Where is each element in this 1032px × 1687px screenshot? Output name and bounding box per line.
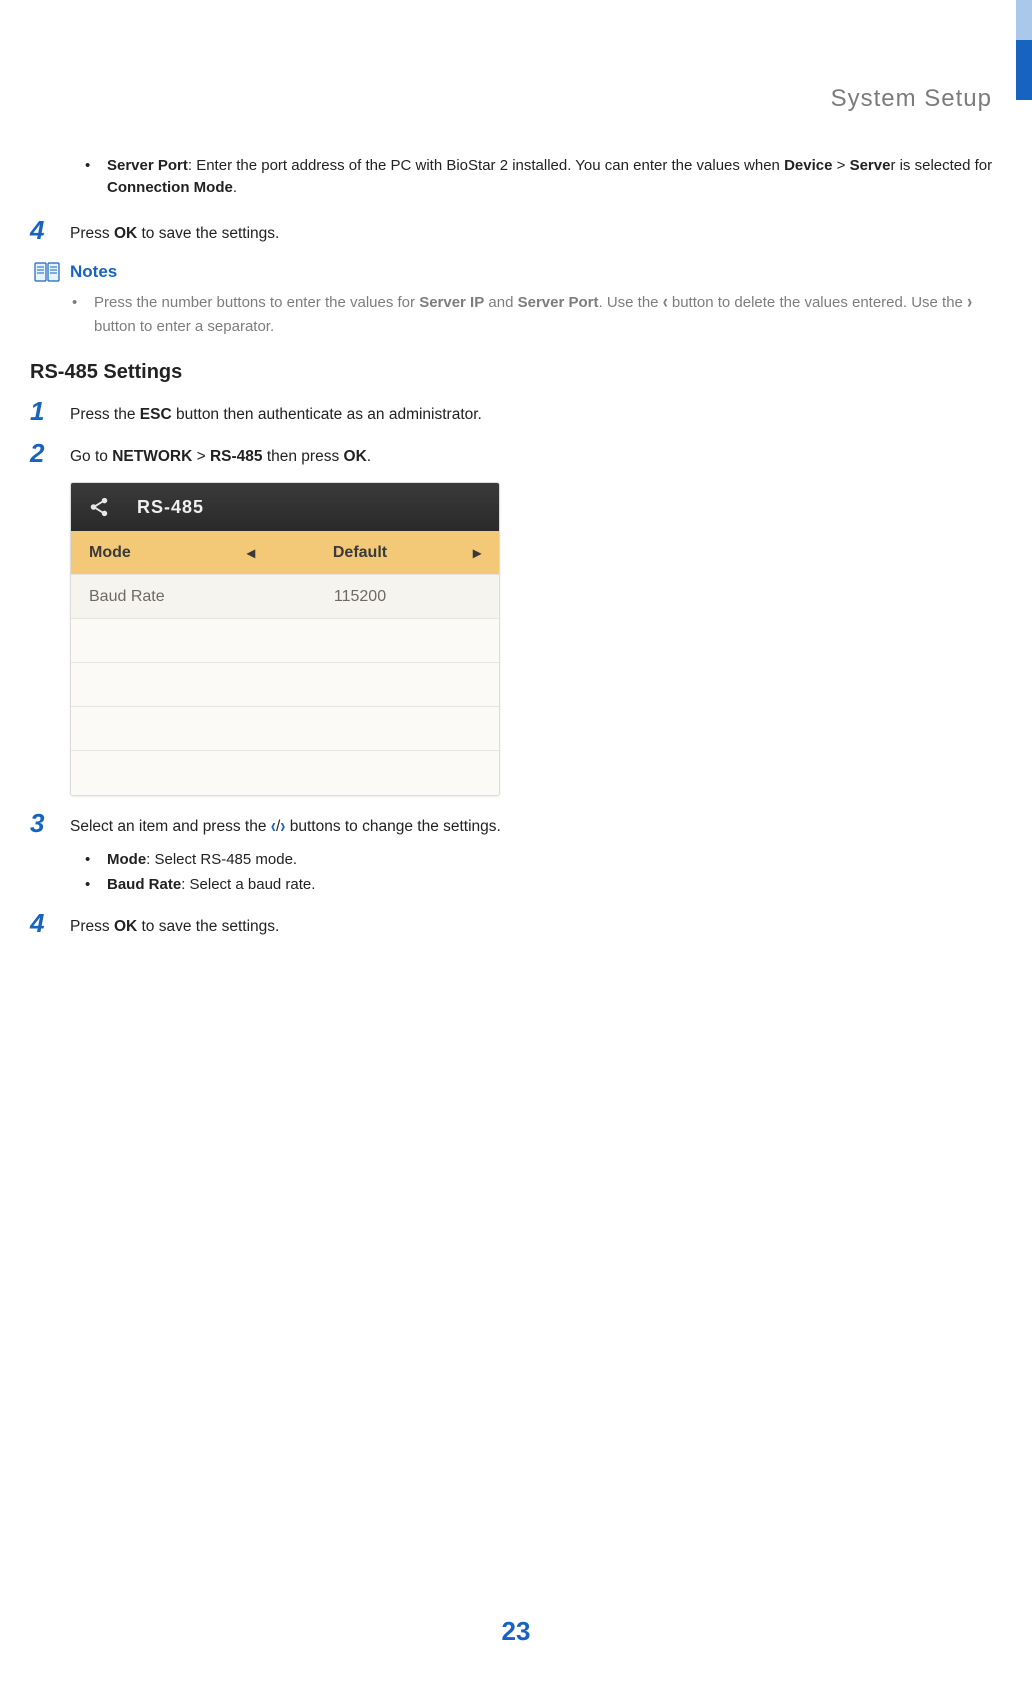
side-tab xyxy=(1016,0,1032,100)
step-4a-num: 4 xyxy=(30,217,70,243)
ss-baud-value: 115200 xyxy=(263,588,457,606)
server-port-label: Server Port xyxy=(107,157,188,174)
step-4b: 4 Press OK to save the settings. xyxy=(30,910,1002,938)
step-2-text: Go to NETWORK > RS-485 then press OK. xyxy=(70,440,1002,468)
server-port-text: Server Port: Enter the port address of t… xyxy=(107,155,1002,199)
step-2-num: 2 xyxy=(30,440,70,466)
ss-mode-label: Mode xyxy=(89,544,239,562)
step-4a: 4 Press OK to save the settings. xyxy=(30,217,1002,245)
step-3-text: Select an item and press the ‹/› buttons… xyxy=(70,810,1002,838)
notes-label: Notes xyxy=(70,262,117,282)
bullet-dot: • xyxy=(85,849,107,871)
step-3-num: 3 xyxy=(30,810,70,836)
arrow-right-icon: ▸ xyxy=(457,543,481,563)
step-4b-text: Press OK to save the settings. xyxy=(70,910,1002,938)
content: • Server Port: Enter the port address of… xyxy=(30,155,1002,948)
ss-mode-value: Default xyxy=(263,544,457,562)
step-1: 1 Press the ESC button then authenticate… xyxy=(30,398,1002,426)
chevron-left-icon: ‹ xyxy=(663,287,668,318)
arrow-left-icon: ◂ xyxy=(239,543,263,563)
step-3: 3 Select an item and press the ‹/› butto… xyxy=(30,810,1002,838)
notes-bullet-block: • Press the number buttons to enter the … xyxy=(72,291,1002,339)
bullet-mode: • Mode: Select RS-485 mode. xyxy=(85,849,1002,871)
step-4a-text: Press OK to save the settings. xyxy=(70,217,1002,245)
side-tab-dark xyxy=(1016,40,1032,100)
page-number: 23 xyxy=(0,1616,1032,1647)
rs485-device-screenshot: RS-485 Mode ◂ Default ▸ Baud Rate 115200 xyxy=(70,482,500,796)
side-tab-light xyxy=(1016,0,1032,40)
rs485-section-heading: RS-485 Settings xyxy=(30,361,1002,384)
bullet-dot: • xyxy=(72,291,94,315)
ss-header: RS-485 xyxy=(71,483,499,531)
step-2: 2 Go to NETWORK > RS-485 then press OK. xyxy=(30,440,1002,468)
ss-row-empty xyxy=(71,619,499,663)
step-1-text: Press the ESC button then authenticate a… xyxy=(70,398,1002,426)
ss-row-empty xyxy=(71,751,499,795)
step-3-bullets: • Mode: Select RS-485 mode. • Baud Rate:… xyxy=(85,849,1002,897)
step-4b-num: 4 xyxy=(30,910,70,936)
server-port-bullet-block: • Server Port: Enter the port address of… xyxy=(85,155,1002,199)
step-1-num: 1 xyxy=(30,398,70,424)
server-port-bullet: • Server Port: Enter the port address of… xyxy=(85,155,1002,199)
notes-header: Notes xyxy=(34,261,1002,283)
bullet-baudrate: • Baud Rate: Select a baud rate. xyxy=(85,874,1002,896)
page-header-title: System Setup xyxy=(831,85,992,113)
chevron-left-icon: ‹ xyxy=(271,812,276,842)
bullet-dot: • xyxy=(85,874,107,896)
ss-row-empty xyxy=(71,707,499,751)
chevron-right-icon: › xyxy=(280,812,285,842)
ss-row-baudrate: Baud Rate 115200 xyxy=(71,575,499,619)
bullet-dot: • xyxy=(85,155,107,177)
ss-row-mode: Mode ◂ Default ▸ xyxy=(71,531,499,575)
ss-header-title: RS-485 xyxy=(137,497,204,518)
ss-row-empty xyxy=(71,663,499,707)
share-icon xyxy=(85,493,113,521)
notes-icon xyxy=(34,261,62,283)
chevron-right-icon: › xyxy=(967,287,972,318)
notes-bullet: • Press the number buttons to enter the … xyxy=(72,291,1002,339)
notes-text: Press the number buttons to enter the va… xyxy=(94,291,1002,339)
ss-baud-label: Baud Rate xyxy=(89,588,239,606)
